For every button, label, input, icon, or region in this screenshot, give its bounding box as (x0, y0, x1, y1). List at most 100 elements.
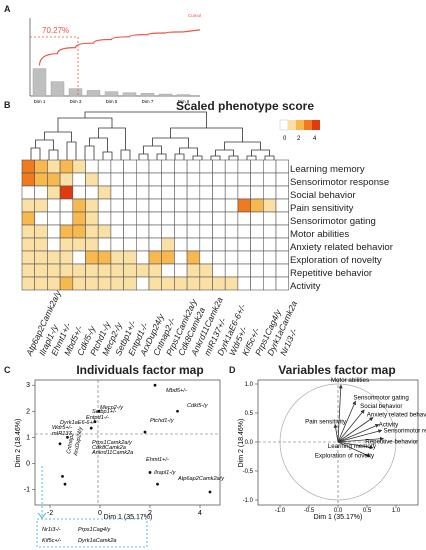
individual-point (66, 435, 69, 439)
percent-annotation: 70.27% (42, 26, 69, 35)
legend-tick-2: 2 (297, 136, 301, 142)
individual-point (97, 409, 101, 413)
individual-point (89, 426, 93, 430)
scree-bar (68, 88, 83, 97)
variable-label: Activity (379, 422, 400, 429)
individual-point (58, 442, 62, 446)
label-cntnap2: Cntnap2 (66, 432, 76, 455)
inset-gene: Dyrk1aCamk2a (78, 538, 117, 544)
panel-c-letter: C (4, 365, 11, 375)
variable-label: Learning memory (328, 443, 377, 450)
trait-label: Learning memory (290, 164, 365, 175)
scree-tick-label: Dim 5 (106, 99, 118, 104)
scree-tick-label: Dim 7 (142, 99, 154, 104)
legend-tick-0: 0 (283, 136, 287, 142)
individual-labels: Mbd5+/- Cdkl5-/y Mecp2-/y Setbp1+/- Entp… (52, 388, 225, 482)
heatmap-title: Scaled phenotype score (175, 99, 315, 113)
individual-point (153, 383, 157, 387)
color-legend: 0 2 4 (279, 119, 320, 142)
panel-d-letter: D (229, 365, 236, 375)
d-ytick: -0.5 (243, 469, 254, 475)
column-dendrogram (30, 111, 275, 160)
individual-point (148, 471, 152, 474)
individual-point (143, 430, 147, 434)
d-xlabel: Dim 1 (35.17%) (314, 514, 363, 521)
variable-label: Sensorimotor gating (353, 394, 409, 401)
variable-label: Motor abilities (331, 377, 369, 384)
label-ilrapl1: Ilrapl1-/y (154, 470, 177, 476)
d-ytick: 0.5 (245, 411, 254, 417)
d-xtick: -0.5 (304, 508, 315, 514)
variable-arrow (333, 423, 339, 443)
individuals-title: Individuals factor map (76, 363, 204, 377)
label-cdkl5: Cdkl5-/y (187, 403, 209, 409)
variable-arrow (337, 436, 385, 443)
variable-label: Sensorimotor response (384, 427, 426, 434)
individual-point (208, 490, 212, 494)
label-wdr5: Wdr5+/- (52, 425, 72, 431)
variable-arrow (337, 409, 365, 443)
trait-label: Activity (290, 281, 321, 292)
c-ylabel: Dim 2 (18.46%) (15, 419, 22, 468)
label-mecp2: Mecp2-/y (100, 405, 124, 411)
variable-arrow (337, 400, 356, 443)
scree-bar (104, 91, 119, 97)
variables-title: Variables factor map (278, 363, 396, 377)
scree-bar (158, 93, 173, 97)
inset-gene: Nr1i3-/- (42, 527, 61, 533)
scree-tick-label: Dim 1 (34, 99, 46, 104)
trait-labels: Learning memory Sensorimotor response So… (290, 163, 393, 293)
individual-point (93, 420, 97, 424)
legend-tick-4: 4 (313, 136, 317, 142)
variable-arrow (337, 384, 343, 443)
individual-point (176, 409, 179, 413)
individual-point (156, 482, 159, 486)
inset-box (36, 518, 148, 548)
d-ytick: 1.0 (245, 382, 254, 388)
panel-a-letter: A (4, 4, 11, 14)
c-xtick: 4 (198, 510, 202, 517)
individual-point (63, 482, 67, 486)
c-xtick: 2 (148, 510, 152, 517)
trait-label: Social behavior (290, 190, 356, 201)
d-ytick: -1.0 (243, 498, 254, 504)
trait-label: Sensorimotor gating (290, 216, 376, 227)
d-xtick: 1.0 (392, 508, 401, 514)
scree-bar (50, 81, 65, 97)
variable-arrow (337, 424, 380, 443)
variable-label: Exploration of novelty (315, 453, 375, 460)
variable-label: Anxiety related behavior (367, 412, 426, 419)
c-ytick: 1 (26, 434, 30, 441)
variable-arrow (337, 417, 374, 443)
scree-tick-label: Dim 9 (178, 99, 190, 104)
trait-label: Sensorimotor response (290, 177, 390, 188)
scree-bar (140, 93, 155, 97)
label-dyrk1a: Dyrk1aE6-6+/- (60, 420, 96, 426)
c-ytick: 3 (26, 382, 30, 389)
heatmap-cell (275, 276, 289, 291)
trait-label: Repetitive behavior (290, 268, 373, 279)
scree-bar (32, 68, 47, 97)
c-ytick: 0 (26, 460, 30, 467)
scree-bar (122, 92, 137, 97)
label-arx: ArxDup24/y (73, 425, 84, 457)
scree-tick-label: Dim 3 (70, 99, 82, 104)
c-ytick: 2 (26, 408, 30, 415)
individual-point (61, 474, 64, 478)
c-xtick: 0 (98, 510, 102, 517)
label-ptchd1: Ptchd1-/y (150, 418, 175, 424)
label-cdk8: Cdk8Camk2a (92, 445, 126, 451)
c-xlabel: Dim 1 (35.17%) (104, 514, 153, 521)
inset-gene: Prps1Cag4/y (78, 527, 112, 533)
inset-gene: Kif5c+/- (42, 538, 61, 544)
d-ytick: 0.0 (245, 440, 254, 446)
label-atp6ap2: Atp6ap2Camk2a/y (177, 476, 225, 482)
label-ankrd11: Ankrd11Camk2a (91, 450, 133, 456)
individuals-frame (34, 379, 221, 506)
c-xtick: -2 (47, 510, 53, 517)
d-xtick: 0.0 (334, 508, 343, 514)
heatmap-svg: 0 2 4 (21, 111, 320, 291)
c-ytick: -1 (24, 486, 30, 493)
